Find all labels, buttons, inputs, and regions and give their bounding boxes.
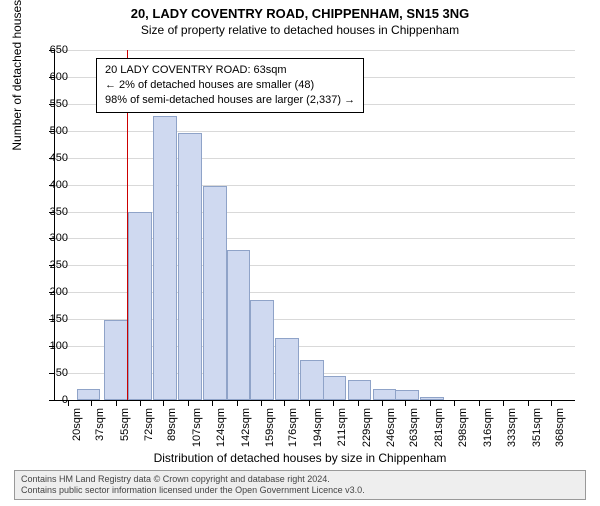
y-tick-label: 0	[38, 394, 68, 406]
x-tick-label: 194sqm	[312, 408, 324, 448]
x-tick	[284, 400, 285, 406]
x-tick	[405, 400, 406, 406]
x-tick	[188, 400, 189, 406]
x-tick	[91, 400, 92, 406]
histogram-bar	[104, 320, 128, 400]
x-tick-label: 89sqm	[166, 408, 178, 448]
y-tick-label: 650	[38, 44, 68, 56]
y-tick-label: 400	[38, 179, 68, 191]
x-tick	[237, 400, 238, 406]
x-tick	[261, 400, 262, 406]
histogram-bar	[420, 397, 444, 400]
x-tick	[140, 400, 141, 406]
histogram-bar	[227, 250, 251, 400]
histogram-bar	[300, 360, 324, 400]
x-tick-label: 263sqm	[408, 408, 420, 448]
x-tick-label: 124sqm	[215, 408, 227, 448]
x-tick-label: 142sqm	[240, 408, 252, 448]
y-tick-label: 500	[38, 125, 68, 137]
x-tick-label: 211sqm	[336, 408, 348, 448]
y-tick-label: 250	[38, 259, 68, 271]
histogram-bar	[77, 389, 101, 400]
y-tick-label: 300	[38, 232, 68, 244]
x-tick-label: 176sqm	[287, 408, 299, 448]
x-tick	[430, 400, 431, 406]
page-subtitle: Size of property relative to detached ho…	[0, 23, 600, 37]
x-tick	[309, 400, 310, 406]
y-tick-label: 450	[38, 152, 68, 164]
footer-line-1: Contains HM Land Registry data © Crown c…	[21, 474, 579, 485]
histogram-bar	[373, 389, 397, 400]
histogram-bar	[275, 338, 299, 400]
attribution-footer: Contains HM Land Registry data © Crown c…	[14, 470, 586, 501]
y-tick-label: 350	[38, 206, 68, 218]
x-tick-label: 159sqm	[264, 408, 276, 448]
grid-line	[55, 50, 575, 51]
histogram-bar	[348, 380, 372, 400]
x-tick	[479, 400, 480, 406]
x-tick-label: 333sqm	[506, 408, 518, 448]
x-tick-label: 281sqm	[433, 408, 445, 448]
info-line-2: ← 2% of detached houses are smaller (48)	[105, 78, 355, 93]
x-tick	[503, 400, 504, 406]
x-tick-label: 37sqm	[94, 408, 106, 448]
x-tick	[358, 400, 359, 406]
x-tick-label: 316sqm	[482, 408, 494, 448]
x-tick	[116, 400, 117, 406]
y-tick-label: 150	[38, 313, 68, 325]
x-tick-label: 72sqm	[143, 408, 155, 448]
y-tick-label: 600	[38, 71, 68, 83]
x-tick-label: 229sqm	[361, 408, 373, 448]
x-tick-label: 298sqm	[457, 408, 469, 448]
grid-line	[55, 158, 575, 159]
x-tick	[212, 400, 213, 406]
chart-info-box: 20 LADY COVENTRY ROAD: 63sqm ← 2% of det…	[96, 58, 364, 113]
info-line-3: 98% of semi-detached houses are larger (…	[105, 93, 355, 108]
histogram-bar	[250, 300, 274, 400]
histogram-bar	[178, 133, 202, 400]
histogram-bar	[323, 376, 347, 400]
x-tick-label: 20sqm	[71, 408, 83, 448]
grid-line	[55, 131, 575, 132]
info-line-1: 20 LADY COVENTRY ROAD: 63sqm	[105, 63, 355, 78]
x-tick-label: 368sqm	[554, 408, 566, 448]
x-tick-label: 107sqm	[191, 408, 203, 448]
histogram-bar	[128, 212, 152, 400]
y-axis-title: Number of detached houses	[10, 0, 24, 151]
x-tick-label: 55sqm	[119, 408, 131, 448]
y-tick-label: 100	[38, 340, 68, 352]
x-tick	[528, 400, 529, 406]
y-tick-label: 200	[38, 286, 68, 298]
x-tick	[454, 400, 455, 406]
histogram-bar	[203, 186, 227, 400]
x-tick-label: 246sqm	[385, 408, 397, 448]
x-tick	[163, 400, 164, 406]
x-tick	[382, 400, 383, 406]
x-axis-title: Distribution of detached houses by size …	[0, 451, 600, 465]
page-title: 20, LADY COVENTRY ROAD, CHIPPENHAM, SN15…	[0, 6, 600, 21]
y-tick-label: 550	[38, 98, 68, 110]
histogram-chart: 20 LADY COVENTRY ROAD: 63sqm ← 2% of det…	[54, 50, 574, 400]
x-tick-label: 351sqm	[531, 408, 543, 448]
x-tick	[333, 400, 334, 406]
histogram-bar	[153, 116, 177, 400]
grid-line	[55, 185, 575, 186]
footer-line-2: Contains public sector information licen…	[21, 485, 579, 496]
x-tick	[551, 400, 552, 406]
y-tick-label: 50	[38, 367, 68, 379]
histogram-bar	[395, 390, 419, 400]
